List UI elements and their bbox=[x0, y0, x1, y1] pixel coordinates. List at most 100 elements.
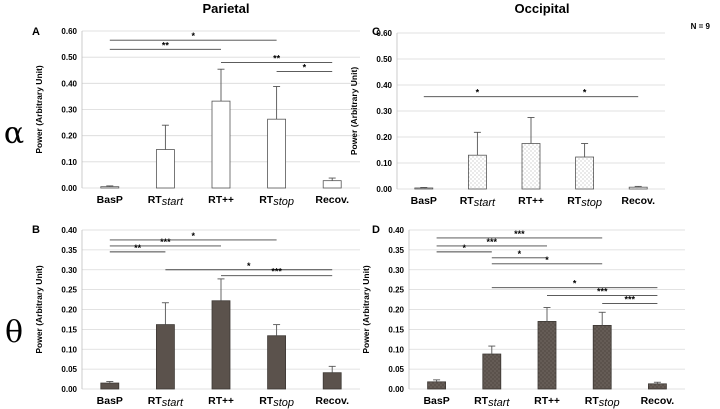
y-tick-label: 0.10 bbox=[61, 158, 77, 167]
bar bbox=[628, 186, 648, 190]
x-tick-label: RTstart bbox=[474, 395, 510, 409]
y-axis-label: Power (Arbitrary Unit) bbox=[34, 65, 44, 153]
y-tick-label: 0.20 bbox=[61, 306, 77, 315]
header-occipital: Occipital bbox=[515, 1, 570, 16]
y-tick-label: 0.00 bbox=[61, 184, 77, 193]
x-tick-label: RT++ bbox=[208, 194, 234, 206]
panel-label: B bbox=[32, 224, 40, 236]
significance-label: *** bbox=[597, 287, 608, 297]
panel-label: A bbox=[32, 26, 40, 38]
y-tick-label: 0.25 bbox=[61, 286, 77, 295]
sample-size-label: N = 9 bbox=[691, 22, 711, 31]
x-tick-label: Recov. bbox=[621, 195, 655, 207]
panel-a: A Power (Arbitrary Unit) 0.00 0.10 0.20 0.30 0… bbox=[32, 26, 360, 208]
significance-label: * bbox=[545, 255, 549, 265]
panel-b: B Power (Arbitrary Unit) 0.00 0.05 0.10 0.15 0… bbox=[32, 224, 360, 409]
x-tick-label: RTstart bbox=[460, 195, 496, 209]
y-tick-label: 0.20 bbox=[376, 133, 392, 142]
significance-label: * bbox=[303, 63, 307, 73]
significance-label: *** bbox=[487, 237, 498, 247]
y-tick-label: 0.05 bbox=[61, 365, 77, 374]
bar bbox=[322, 372, 342, 390]
y-tick-label: 0.10 bbox=[376, 159, 392, 168]
y-tick-label: 0.15 bbox=[61, 325, 77, 334]
x-tick-label: Recov. bbox=[315, 194, 349, 206]
y-tick-label: 0.15 bbox=[388, 325, 404, 334]
bar bbox=[155, 149, 175, 189]
x-tick-label: RTstop bbox=[259, 194, 294, 208]
bar bbox=[592, 324, 612, 390]
header-parietal: Parietal bbox=[203, 1, 250, 16]
bar bbox=[267, 335, 287, 390]
y-tick-label: 0.50 bbox=[376, 55, 392, 64]
x-tick-label: RT++ bbox=[208, 395, 234, 407]
y-tick-label: 0.35 bbox=[388, 246, 404, 255]
bar bbox=[414, 187, 434, 190]
significance-label: *** bbox=[514, 229, 525, 239]
y-tick-label: 0.00 bbox=[388, 385, 404, 394]
significance-label: * bbox=[247, 261, 251, 271]
y-axis-label: Power (Arbitrary Unit) bbox=[361, 265, 371, 353]
significance-label: * bbox=[573, 279, 577, 289]
y-tick-label: 0.40 bbox=[61, 226, 77, 235]
significance-label: ** bbox=[134, 243, 142, 253]
panel-c: C Power (Arbitrary Unit) 0.00 0.10 0.20 0.30 0… bbox=[349, 26, 665, 209]
significance-label: *** bbox=[625, 295, 636, 305]
x-tick-label: RTstart bbox=[148, 194, 184, 208]
y-tick-label: 0.40 bbox=[388, 226, 404, 235]
bar bbox=[267, 118, 287, 189]
significance-label: * bbox=[462, 243, 466, 253]
significance-label: * bbox=[191, 31, 195, 41]
x-tick-label: RT++ bbox=[534, 395, 560, 407]
y-tick-label: 0.30 bbox=[388, 266, 404, 275]
y-tick-label: 0.20 bbox=[388, 306, 404, 315]
panel-d: D Power (Arbitrary Unit) 0.00 0.05 0.10 0.15 0… bbox=[361, 224, 685, 409]
y-axis-label: Power (Arbitrary Unit) bbox=[34, 265, 44, 353]
x-tick-label: BasP bbox=[97, 194, 123, 206]
y-tick-label: 0.20 bbox=[61, 132, 77, 141]
y-tick-label: 0.60 bbox=[376, 29, 392, 38]
significance-label: *** bbox=[271, 267, 282, 277]
bar bbox=[427, 381, 447, 390]
bar bbox=[648, 383, 667, 390]
y-tick-label: 0.60 bbox=[61, 27, 77, 36]
bar bbox=[537, 321, 557, 390]
bar bbox=[211, 300, 231, 390]
y-tick-label: 0.10 bbox=[61, 345, 77, 354]
bar bbox=[482, 353, 502, 390]
significance-label: ** bbox=[162, 40, 170, 50]
bar bbox=[100, 186, 120, 189]
panel-label: D bbox=[372, 224, 380, 236]
x-tick-label: RTstop bbox=[259, 395, 294, 409]
significance-label: * bbox=[476, 88, 480, 98]
significance-label: * bbox=[583, 88, 587, 98]
y-tick-label: 0.40 bbox=[61, 79, 77, 88]
significance-label: *** bbox=[160, 237, 171, 247]
x-tick-label: RT++ bbox=[518, 195, 544, 207]
x-tick-label: RTstop bbox=[567, 195, 602, 209]
y-tick-label: 0.50 bbox=[61, 53, 77, 62]
y-tick-label: 0.40 bbox=[376, 81, 392, 90]
y-tick-label: 0.10 bbox=[388, 345, 404, 354]
bar bbox=[521, 143, 541, 190]
y-tick-label: 0.35 bbox=[61, 246, 77, 255]
x-tick-label: RTstop bbox=[585, 395, 620, 409]
x-tick-label: RTstart bbox=[148, 395, 184, 409]
bar bbox=[155, 324, 175, 390]
significance-label: ** bbox=[273, 53, 281, 63]
y-tick-label: 0.30 bbox=[376, 107, 392, 116]
panel-label: C bbox=[372, 26, 380, 38]
x-tick-label: Recov. bbox=[315, 395, 349, 407]
significance-label: * bbox=[518, 249, 522, 259]
alpha-symbol: α bbox=[4, 116, 24, 151]
x-tick-label: BasP bbox=[97, 395, 123, 407]
bar bbox=[100, 382, 120, 390]
y-tick-label: 0.05 bbox=[388, 365, 404, 374]
y-tick-label: 0.30 bbox=[61, 266, 77, 275]
bar bbox=[575, 156, 594, 190]
significance-label: * bbox=[191, 231, 195, 241]
x-tick-label: BasP bbox=[423, 395, 449, 407]
y-tick-label: 0.25 bbox=[388, 286, 404, 295]
bar bbox=[211, 100, 231, 189]
